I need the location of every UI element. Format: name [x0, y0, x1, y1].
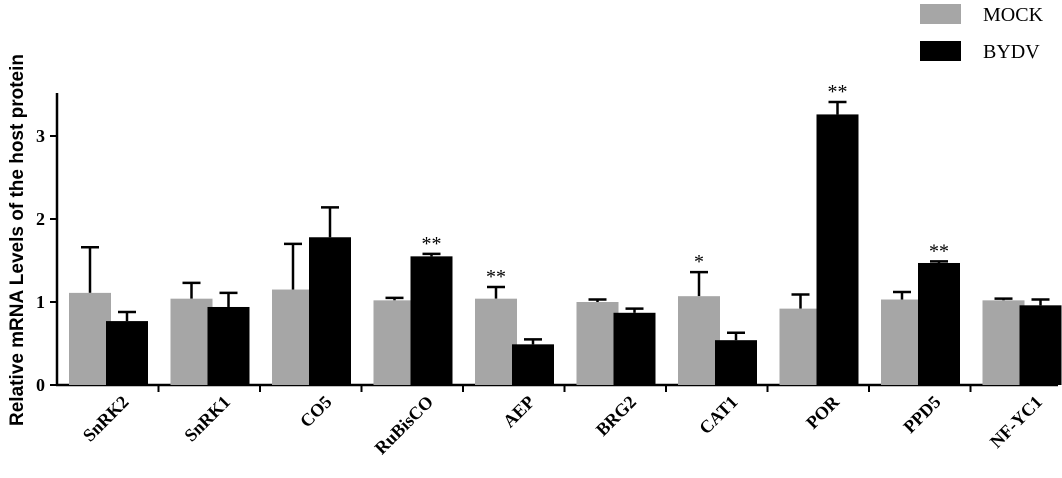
x-tick-label: RuBisCO — [371, 392, 437, 458]
bar-mock — [881, 299, 923, 385]
bar-bydv — [1019, 305, 1062, 385]
x-tick-label: CAT1 — [695, 392, 741, 438]
bar-mock — [69, 292, 111, 385]
significance-mark: * — [694, 251, 704, 273]
y-axis-label: Relative mRNA Levels of the host protein — [7, 54, 28, 426]
bar-mock — [678, 296, 720, 385]
bar-bydv — [715, 340, 757, 385]
x-tick-label: BRG2 — [592, 392, 640, 440]
bar-mock — [475, 298, 517, 385]
y-tick-label: 0 — [36, 375, 45, 395]
significance-mark: ** — [929, 240, 949, 262]
bar-bydv — [512, 344, 554, 385]
y-tick-label: 2 — [36, 209, 45, 229]
legend-swatch-bydv — [920, 41, 961, 61]
bar-mock — [779, 308, 822, 385]
significance-mark: ** — [486, 266, 506, 288]
bar-bydv — [207, 306, 250, 385]
legend: MOCK BYDV — [920, 4, 1044, 63]
x-tick-label: CO5 — [296, 392, 336, 432]
y-tick-label: 1 — [36, 292, 45, 312]
bar-bydv — [410, 256, 453, 385]
significance-mark: ** — [422, 233, 442, 255]
x-tick-label: SnRK2 — [79, 392, 133, 446]
y-tick-label: 3 — [36, 126, 45, 146]
bar-mock — [272, 289, 314, 385]
bar-bydv — [613, 312, 656, 385]
bar-mock — [373, 300, 416, 385]
legend-swatch-mock — [920, 4, 961, 24]
bar-bydv — [106, 321, 148, 385]
bar-bydv — [918, 262, 960, 385]
x-tick-label: SnRK1 — [180, 392, 234, 446]
bar-mock — [576, 302, 619, 385]
bar-mock — [170, 298, 213, 385]
x-tick-label: AEP — [499, 392, 539, 432]
significance-mark: ** — [828, 81, 848, 103]
x-tick-label: PPD5 — [899, 392, 944, 437]
legend-label: BYDV — [983, 41, 1040, 63]
bar-bydv — [309, 237, 351, 385]
bar-bydv — [816, 114, 859, 386]
plot-area: 0 1 2 3 SnRK2 SnRK1 CO5 ** RuBisCO ** AEP BRG2 * CAT1… — [36, 81, 1062, 458]
x-tick-label: NF-YC1 — [986, 392, 1046, 452]
legend-label: MOCK — [983, 4, 1044, 26]
x-tick-label: POR — [802, 391, 844, 433]
bar-mock — [982, 300, 1025, 385]
